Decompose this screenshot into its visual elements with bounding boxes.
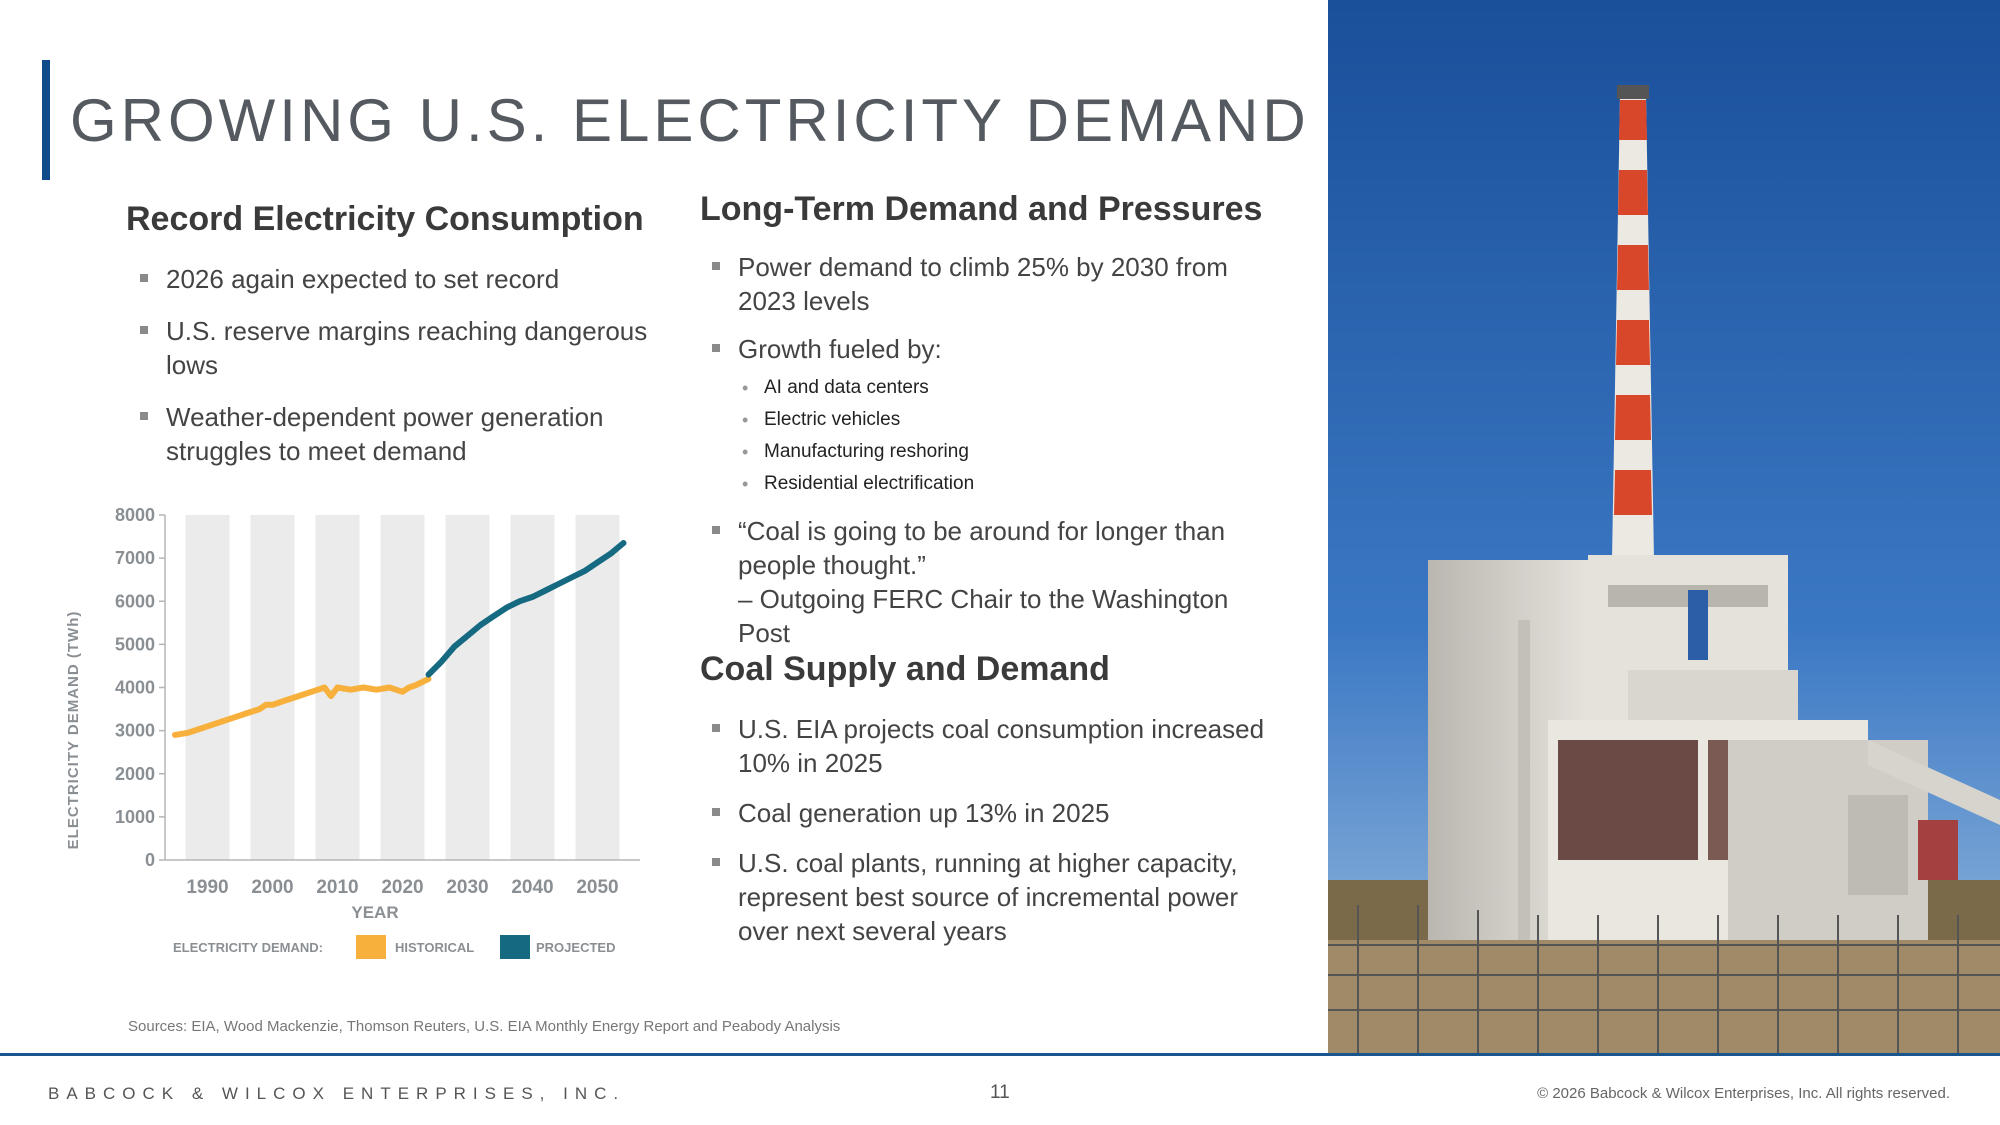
chart-x-tick-label: 2050: [576, 877, 618, 898]
title-accent-bar: [42, 60, 50, 180]
list-item: U.S. EIA projects coal consumption incre…: [712, 712, 1272, 780]
chart-axes: 8000 7000 6000 5000 4000 3000 2000 1000 0 1990 200…: [115, 505, 640, 898]
chart-y-tick-label: 8000: [115, 505, 155, 525]
chart-band: [575, 515, 620, 860]
chart-band: [510, 515, 555, 860]
chart-band: [185, 515, 230, 860]
list-item: Power demand to climb 25% by 2030 from 2…: [712, 250, 1272, 318]
growth-label: Growth fueled by:: [738, 334, 942, 364]
sub-list-item: Electric vehicles: [738, 404, 1272, 436]
chart-y-tick-label: 1000: [115, 807, 155, 827]
chart-series-historical: [172, 675, 432, 738]
legend-title: ELECTRICITY DEMAND:: [173, 940, 323, 955]
chart-series-projected: [425, 540, 627, 678]
chart-y-tick-label: 2000: [115, 764, 155, 784]
list-item: U.S. reserve margins reaching dangerous …: [140, 314, 660, 382]
list-item: Weather-dependent power generation strug…: [140, 400, 660, 468]
chart-y-tick-label: 0: [145, 850, 155, 870]
chart-x-tick-label: 2030: [446, 877, 488, 898]
longterm-bullet-list: Power demand to climb 25% by 2030 from 2…: [712, 250, 1272, 650]
sub-list-item: AI and data centers: [738, 372, 1272, 404]
footer-divider: [0, 1053, 1328, 1056]
switchyard: [1328, 905, 2000, 1053]
boiler-building: [1428, 555, 2000, 940]
chart-y-tick-label: 7000: [115, 548, 155, 568]
chart-lines: [172, 540, 627, 738]
chart-band: [250, 515, 295, 860]
list-item: Growth fueled by: AI and data centers El…: [712, 332, 1272, 500]
chart-y-tick-label: 4000: [115, 678, 155, 698]
page-number: 11: [990, 1082, 1010, 1103]
chart-gridbands: [185, 515, 620, 860]
legend-label-projected: PROJECTED: [536, 940, 615, 955]
company-name: BABCOCK & WILCOX ENTERPRISES, INC.: [48, 1084, 626, 1103]
power-plant-photo: [1328, 0, 2000, 1053]
chart-x-tick-label: 2000: [251, 877, 293, 898]
chart-y-tick-label: 3000: [115, 721, 155, 741]
electricity-demand-chart: 8000 7000 6000 5000 4000 3000 2000 1000 0 1990 200…: [65, 505, 640, 959]
list-item: Coal generation up 13% in 2025: [712, 796, 1272, 830]
sub-list-item: Residential electrification: [738, 468, 1272, 500]
quote-text: “Coal is going to be around for longer t…: [738, 516, 1226, 580]
section-heading-record: Record Electricity Consumption: [126, 200, 644, 238]
growth-sub-list: AI and data centers Electric vehicles Ma…: [738, 372, 1272, 500]
legend-swatch-projected: [500, 935, 530, 959]
chart-y-tick-label: 6000: [115, 591, 155, 611]
chart-x-label: YEAR: [351, 903, 398, 922]
chart-x-tick-label: 2010: [316, 877, 358, 898]
copyright-notice: © 2026 Babcock & Wilcox Enterprises, Inc…: [1537, 1085, 1950, 1102]
sources-note: Sources: EIA, Wood Mackenzie, Thomson Re…: [128, 1018, 841, 1035]
legend-swatch-historical: [356, 935, 386, 959]
quote-attribution: – Outgoing FERC Chair to the Washington …: [738, 584, 1229, 648]
chart-legend: ELECTRICITY DEMAND: HISTORICAL PROJECTED: [173, 935, 615, 959]
footer-divider-right: [1328, 1053, 2000, 1056]
chart-y-tick-label: 5000: [115, 634, 155, 654]
sub-list-item: Manufacturing reshoring: [738, 436, 1272, 468]
record-bullet-list: 2026 again expected to set record U.S. r…: [140, 262, 660, 468]
smokestack: [1612, 85, 1654, 560]
section-heading-coal: Coal Supply and Demand: [700, 650, 1110, 688]
list-item: U.S. coal plants, running at higher capa…: [712, 846, 1272, 948]
quote-item: “Coal is going to be around for longer t…: [712, 514, 1272, 650]
page-title: GROWING U.S. ELECTRICITY DEMAND: [70, 87, 1310, 154]
chart-x-tick-label: 1990: [186, 877, 228, 898]
chart-y-label: ELECTRICITY DEMAND (TWh): [65, 611, 82, 850]
chart-x-tick-label: 2040: [511, 877, 553, 898]
section-heading-longterm: Long-Term Demand and Pressures: [700, 190, 1263, 228]
chart-x-tick-label: 2020: [381, 877, 423, 898]
chart-band: [445, 515, 490, 860]
coal-bullet-list: U.S. EIA projects coal consumption incre…: [712, 712, 1272, 948]
legend-label-historical: HISTORICAL: [395, 940, 474, 955]
list-item: 2026 again expected to set record: [140, 262, 660, 296]
